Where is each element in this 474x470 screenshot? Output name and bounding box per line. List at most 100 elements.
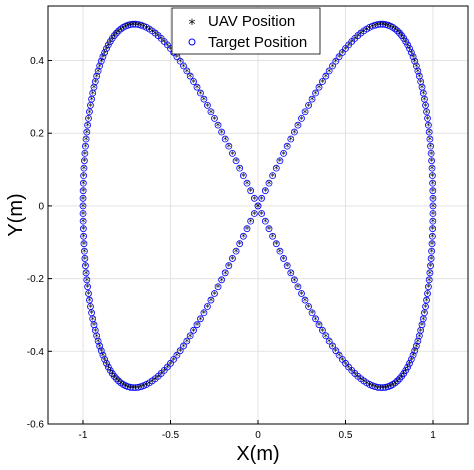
uav-point: * — [106, 42, 111, 52]
uav-point: * — [373, 384, 378, 394]
uav-point: * — [85, 129, 90, 139]
uav-point: * — [317, 322, 322, 332]
uav-point: * — [241, 233, 246, 243]
target-point — [183, 337, 191, 345]
target-point — [94, 67, 102, 75]
target-point — [207, 108, 215, 116]
uav-point: * — [278, 248, 283, 258]
uav-point: * — [423, 303, 428, 313]
target-point — [186, 332, 194, 340]
uav-point: * — [81, 233, 86, 243]
uav-point: * — [227, 143, 232, 153]
target-point — [382, 383, 389, 391]
y-ticks: -0.6 -0.4 -0.2 0 0.2 0.4 — [27, 56, 52, 431]
target-point — [283, 142, 291, 150]
legend-target-label: Target Position — [208, 34, 307, 51]
target-point — [211, 290, 218, 297]
uav-point: * — [281, 150, 286, 160]
target-point — [422, 101, 429, 109]
uav-point: * — [340, 49, 345, 59]
target-point — [117, 25, 125, 33]
target-point — [129, 384, 137, 392]
uav-point: * — [108, 38, 113, 48]
target-point — [429, 187, 437, 195]
uav-point: * — [324, 333, 329, 343]
uav-point: * — [263, 218, 268, 228]
target-point — [88, 95, 95, 103]
uav-point: * — [356, 33, 361, 43]
target-point — [221, 135, 229, 143]
uav-point: * — [87, 109, 92, 119]
uav-point: * — [85, 277, 90, 287]
target-point — [269, 232, 277, 240]
uav-point: * — [131, 385, 136, 395]
uav-point: * — [327, 338, 332, 348]
target-point — [308, 95, 316, 103]
uav-point: * — [376, 22, 381, 32]
target-point — [371, 21, 379, 29]
uav-point: * — [96, 68, 101, 78]
uav-point: * — [292, 277, 297, 287]
target-point — [101, 49, 109, 56]
uav-point: * — [99, 58, 104, 68]
target-point — [308, 309, 316, 317]
target-point — [272, 240, 280, 248]
target-point — [79, 187, 87, 195]
target-point — [338, 355, 346, 363]
target-point — [429, 210, 437, 217]
target-point — [429, 225, 437, 233]
uav-point: * — [128, 22, 133, 32]
uav-point: * — [426, 284, 431, 294]
uav-point: * — [209, 109, 214, 119]
y-axis-label: Y(m) — [5, 193, 27, 236]
uav-point: * — [159, 35, 164, 45]
target-point — [402, 38, 410, 45]
uav-point: * — [162, 367, 167, 377]
uav-point: * — [359, 30, 364, 40]
uav-point: * — [191, 327, 196, 337]
uav-point: * — [285, 263, 290, 273]
uav-point: * — [256, 203, 261, 213]
target-point — [180, 342, 187, 350]
target-point — [80, 164, 88, 172]
uav-point: * — [147, 380, 152, 390]
uav-point: * — [416, 68, 421, 78]
target-point — [261, 187, 269, 195]
target-point — [239, 232, 247, 240]
uav-point: * — [82, 241, 87, 251]
uav-point: * — [411, 54, 416, 64]
uav-point: * — [391, 24, 396, 34]
target-point — [325, 337, 333, 345]
uav-point: * — [82, 165, 87, 175]
target-point — [411, 57, 419, 65]
uav-point: * — [370, 383, 375, 393]
target-point — [269, 172, 277, 180]
uav-point: * — [270, 173, 275, 183]
uav-point: * — [245, 226, 250, 236]
uav-point: * — [195, 84, 200, 94]
uav-point: * — [350, 38, 355, 48]
uav-point: * — [156, 33, 161, 43]
uav-position-series: ****************************************… — [81, 21, 436, 394]
target-point — [236, 164, 244, 172]
target-point — [428, 172, 436, 180]
uav-point: * — [159, 370, 164, 380]
uav-point: * — [153, 376, 158, 386]
uav-point: * — [101, 54, 106, 64]
uav-point: * — [90, 90, 95, 100]
target-point — [428, 157, 436, 165]
uav-point: * — [102, 49, 107, 59]
uav-point: * — [353, 370, 358, 380]
legend-uav-label: UAV Position — [208, 13, 295, 30]
uav-point: * — [404, 38, 409, 48]
uav-point: * — [110, 370, 115, 380]
uav-point: * — [306, 303, 311, 313]
target-point — [424, 121, 432, 129]
target-point — [426, 269, 434, 277]
target-point — [428, 240, 436, 248]
uav-point: * — [112, 373, 117, 383]
uav-point: * — [171, 49, 176, 59]
legend-uav-marker: * — [189, 17, 196, 33]
target-point — [305, 101, 312, 109]
target-point — [83, 276, 91, 284]
